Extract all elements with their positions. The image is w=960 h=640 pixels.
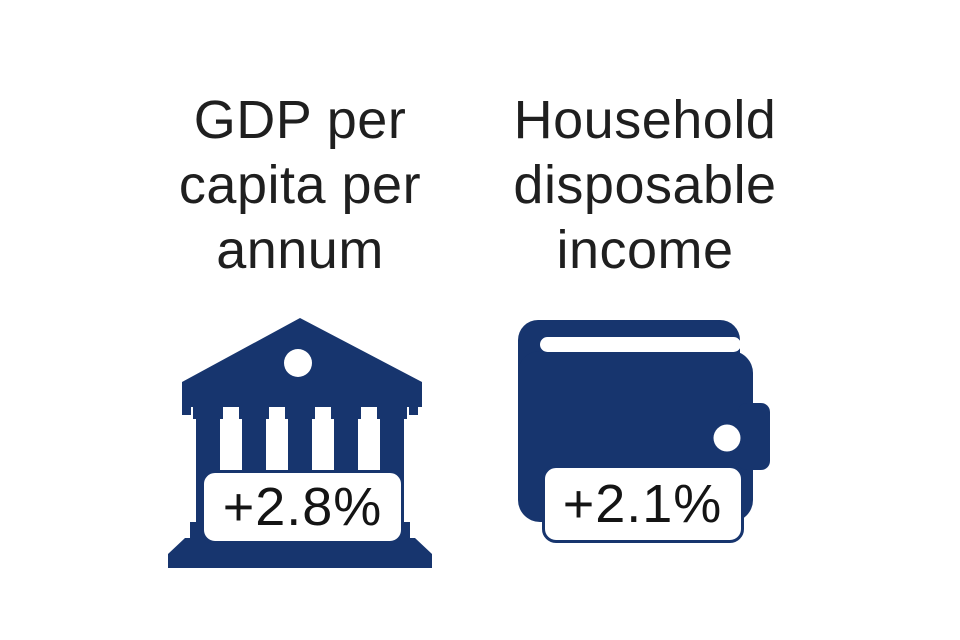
panel-gdp: GDP per capita per annum xyxy=(135,88,465,571)
gdp-title-line-3: annum xyxy=(216,220,384,280)
bank-pediment-circle xyxy=(284,349,312,377)
bank-base xyxy=(168,538,432,568)
gdp-icon-wrap: +2.8% xyxy=(165,316,435,571)
gdp-change-badge: +2.8% xyxy=(201,470,404,544)
household-icon-wrap: +2.1% xyxy=(517,316,773,546)
household-title-line-1: Household xyxy=(513,90,777,150)
bank-capital xyxy=(285,407,315,419)
bank-capital xyxy=(377,407,407,419)
bank-dentil-left xyxy=(182,407,191,415)
bank-dentil-right xyxy=(409,407,418,415)
wallet-slot xyxy=(539,337,741,352)
bank-capital xyxy=(331,407,361,419)
gdp-title: GDP per capita per annum xyxy=(179,88,421,283)
household-title-line-2: disposable xyxy=(513,155,777,215)
gdp-title-line-2: capita per xyxy=(178,155,422,215)
wallet-button-circle xyxy=(713,424,740,452)
gdp-title-line-1: GDP per xyxy=(193,90,407,150)
bank-capital xyxy=(239,407,269,419)
bank-capital xyxy=(193,407,223,419)
wallet-clasp xyxy=(737,403,770,470)
household-change-badge: +2.1% xyxy=(541,465,744,543)
household-title-line-3: income xyxy=(556,220,734,280)
household-title: Household disposable income xyxy=(513,88,776,283)
panel-household: Household disposable income +2.1% xyxy=(480,88,810,546)
